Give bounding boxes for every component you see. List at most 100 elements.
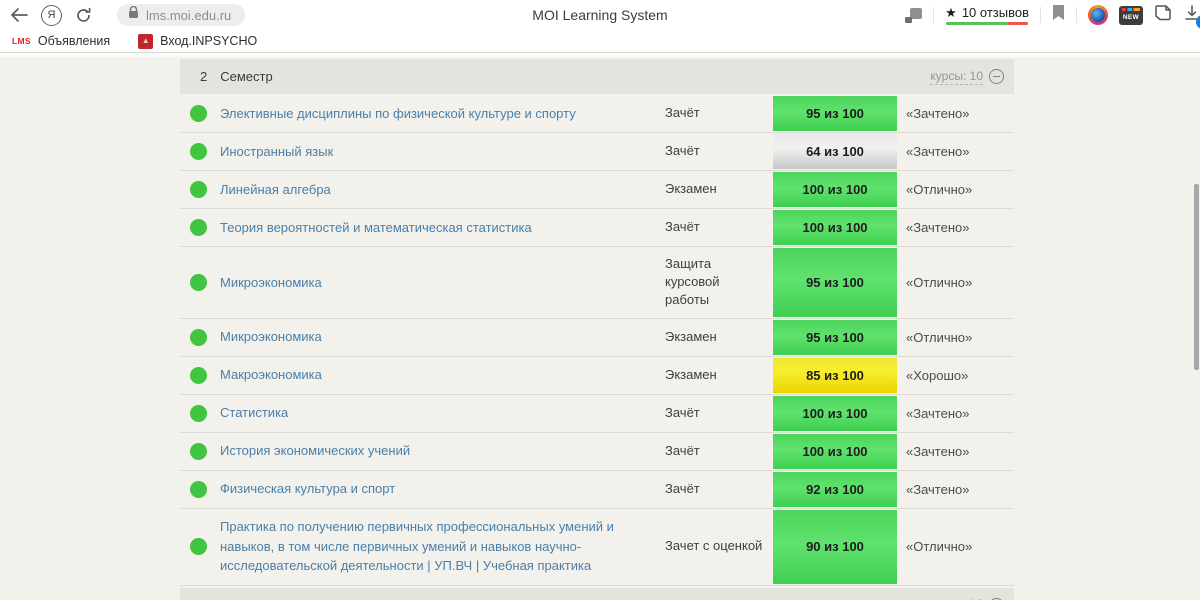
score-badge: 100 из 100 [773,433,897,469]
page-content: 2 Семестр курсы: 10 Элективные дисциплин… [0,53,1200,600]
grade-text: «Зачтено» [906,481,970,497]
grade-text: «Зачтено» [906,144,970,159]
courses-count-link[interactable]: курсы: 10 [930,68,983,85]
bookmark-item-inpsycho[interactable]: ▲ Вход.INPSYCHO [138,33,258,49]
semester-number: 3 [200,598,207,600]
toolbar-divider [1040,7,1041,23]
status-dot [190,404,207,422]
address-bar[interactable]: lms.moi.edu.ru [117,4,245,26]
grade-text: «Отлично» [906,274,973,290]
assessment-type: Экзамен [665,328,717,344]
toolbar-divider [933,7,935,23]
courses-count-link[interactable]: курсы: 10 [930,597,983,600]
status-dot [190,366,207,384]
yandex-home-icon[interactable]: Я [41,4,62,26]
download-count-badge: 2 [1196,15,1200,29]
status-dot [190,143,207,160]
status-dot [190,181,207,198]
new-badge-label: NEW [1122,14,1140,21]
grade-text: «Зачтено» [906,220,970,235]
course-link[interactable]: Физическая культура и спорт [220,481,396,497]
bookmark-item-announcements[interactable]: LMS Объявления [12,34,110,48]
new-extension-icon[interactable]: NEW [1119,5,1143,25]
bookmark-flag-icon[interactable] [1052,4,1065,26]
score-badge: 90 из 100 [773,509,897,584]
course-link[interactable]: История экономических учений [220,443,411,459]
downloads-icon[interactable]: 2 [1184,5,1200,29]
status-dot [190,328,207,346]
score-badge: 64 из 100 [773,134,897,169]
course-link[interactable]: Статистика [220,405,289,421]
grade-text: «Зачтено» [906,405,970,421]
back-icon[interactable] [10,8,28,22]
course-link[interactable]: Практика по получению первичных професси… [220,519,614,574]
bookmarks-bar: LMS Объявления ▲ Вход.INPSYCHO [0,30,1200,53]
score-badge: 100 из 100 [773,210,897,245]
course-rows: Элективные дисциплины по физической куль… [180,95,1014,586]
course-link[interactable]: Микроэкономика [220,329,322,345]
score-badge: 92 из 100 [773,471,897,507]
assessment-type: Экзамен [665,366,717,382]
course-link[interactable]: Элективные дисциплины по физической куль… [220,105,576,121]
assessment-type: Зачёт [665,143,700,159]
assessment-type: Зачёт [665,105,700,121]
semester-label: Семестр [220,598,272,600]
assessment-type: Зачёт [665,442,700,458]
score-badge: 95 из 100 [773,319,897,355]
status-dot [190,105,207,122]
status-dot [190,480,207,498]
collapse-minus-icon[interactable] [989,69,1004,84]
course-link[interactable]: Микроэкономика [220,274,322,290]
table-row: Микроэкономика Защита курсовой работы 95… [180,247,1014,319]
url-text: lms.moi.edu.ru [146,7,232,23]
course-link[interactable]: Линейная алгебра [220,181,331,197]
grade-text: «Зачтено» [906,443,970,459]
sidebar-panel-icon[interactable] [905,7,923,23]
semester-3-header[interactable]: 3 Семестр курсы: 10 [180,587,1014,600]
assessment-type: Зачёт [665,404,700,420]
browser-toolbar: Я lms.moi.edu.ru MOI Learning System ★ 1… [0,0,1200,30]
course-link[interactable]: Макроэкономика [220,367,322,383]
yandex-logo-letter: Я [47,9,56,21]
bookmark-label: Вход.INPSYCHO [160,34,258,48]
assessment-type: Зачёт [665,480,700,496]
toolbar-divider [1076,7,1077,23]
table-row: История экономических учений Зачёт 100 и… [180,433,1014,471]
assessment-type: Экзамен [665,181,717,197]
table-row: Теория вероятностей и математическая ста… [180,209,1014,247]
status-dot [190,219,207,236]
table-row: Микроэкономика Экзамен 95 из 100 «Отличн… [180,319,1014,357]
refresh-icon[interactable] [75,7,92,24]
site-reviews-button[interactable]: ★ 10 отзывов [945,5,1029,25]
reviews-count-label: 10 отзывов [961,5,1029,20]
grades-table: 2 Семестр курсы: 10 Элективные дисциплин… [180,53,1014,600]
grade-text: «Зачтено» [906,106,970,121]
status-dot [190,442,207,460]
table-row: Статистика Зачёт 100 из 100 «Зачтено» [180,395,1014,433]
star-icon: ★ [945,5,957,20]
scrollbar-thumb[interactable] [1194,184,1199,370]
score-badge: 85 из 100 [773,357,897,393]
grade-text: «Отлично» [906,329,973,345]
semester-label: Семестр [220,69,273,84]
extension-orb-icon[interactable] [1088,5,1108,25]
bookmark-label: Объявления [37,34,111,48]
semester-2-header[interactable]: 2 Семестр курсы: 10 [180,59,1014,94]
assessment-type: Зачёт [665,219,700,235]
status-dot [190,538,207,556]
course-link[interactable]: Иностранный язык [220,143,334,159]
score-badge: 100 из 100 [773,172,897,207]
score-badge: 95 из 100 [773,248,897,317]
collections-tag-icon[interactable] [1154,4,1173,26]
table-row: Физическая культура и спорт Зачёт 92 из … [180,471,1014,509]
course-link[interactable]: Теория вероятностей и математическая ста… [220,219,532,235]
assessment-type: Зачет с оценкой [665,538,763,554]
table-row: Линейная алгебра Экзамен 100 из 100 «Отл… [180,171,1014,209]
grade-text: «Отлично» [906,539,973,555]
score-badge: 95 из 100 [773,96,897,131]
semester-number: 2 [200,69,208,84]
lms-favicon: LMS [12,36,31,46]
score-badge: 100 из 100 [773,395,897,431]
assessment-type: Защита курсовой работы [665,256,720,308]
grade-text: «Отлично» [906,182,973,197]
